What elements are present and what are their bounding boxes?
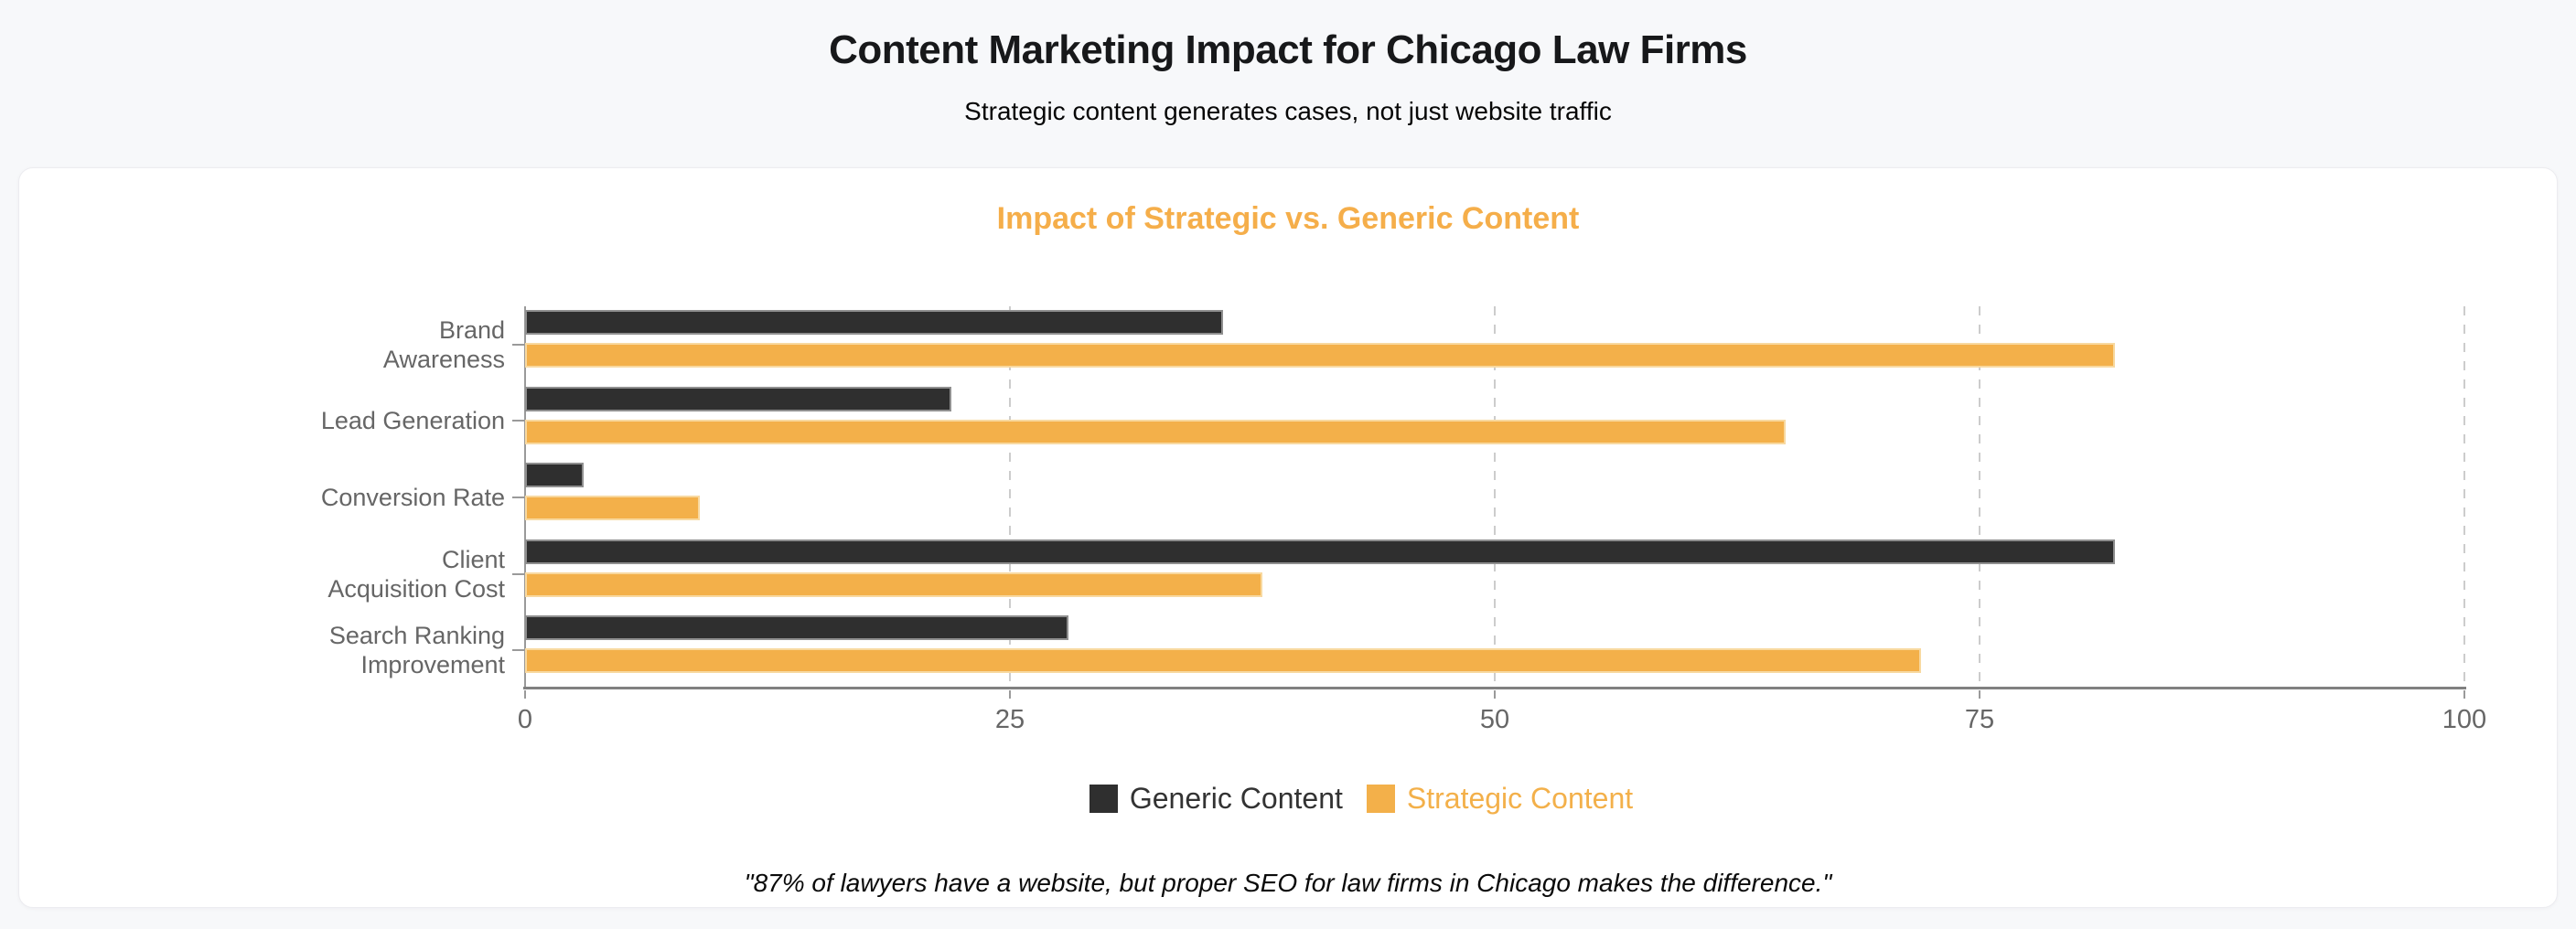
bar-generic-content-search-ranking-improvement[interactable] [525,615,1068,641]
category-tick-client-acquisition-cost [512,572,525,575]
page-subtitle: Strategic content generates cases, not j… [964,97,1612,125]
category-tick-conversion-rate [512,497,525,498]
legend-item-strategic-content[interactable]: Strategic Content [1366,782,1634,816]
bar-strategic-content-lead-generation[interactable] [525,419,1786,444]
x-tick-label-25: 25 [994,705,1025,734]
chart-canvas: 0 25 50 75 100 Brand Awareness Lead Generation… [19,288,2557,738]
x-tick-mark-75 [1979,690,1980,699]
plot-area [525,306,2465,689]
category-label-client-acquisition-cost: Client Acquisition Cost [327,545,505,603]
x-tick-label-0: 0 [517,705,533,734]
chart-legend: Generic Content Strategic Content [92,782,2576,816]
category-label-brand-awareness: Brand Awareness [382,315,505,373]
x-tick-mark-25 [1009,690,1011,699]
legend-label-strategic-content: Strategic Content [1406,782,1634,815]
category-tick-lead-generation [512,420,525,422]
category-tick-search-ranking-improvement [512,649,525,652]
x-tick-label-50: 50 [1479,705,1510,734]
bar-generic-content-conversion-rate[interactable] [525,463,584,488]
bar-strategic-content-client-acquisition-cost[interactable] [525,571,1262,597]
category-label-search-ranking-improvement: Search Ranking Improvement [328,622,505,679]
bar-strategic-content-brand-awareness[interactable] [525,343,2116,368]
legend-item-generic-content[interactable]: Generic Content [1089,782,1343,816]
x-tick-label-100: 100 [2442,705,2487,734]
x-tick-mark-50 [1494,690,1496,699]
page-header: Content Marketing Impact for Chicago Law… [0,27,2576,126]
footer-quote: "87% of lawyers have a website, but prop… [744,869,1832,897]
bar-generic-content-lead-generation[interactable] [525,386,952,411]
gridline-25 [1009,306,1011,689]
bar-generic-content-client-acquisition-cost[interactable] [525,539,2116,564]
category-label-lead-generation: Lead Generation [320,407,505,435]
chart-title: Impact of Strategic vs. Generic Content [996,201,1580,236]
gridline-100 [2463,306,2465,689]
category-tick-brand-awareness [512,343,525,346]
x-tick-mark-0 [524,690,526,699]
gridline-75 [1979,306,1980,689]
legend-label-generic-content: Generic Content [1129,782,1343,815]
bar-strategic-content-search-ranking-improvement[interactable] [525,648,1922,674]
chart-card: Impact of Strategic vs. Generic Content … [18,167,2558,908]
x-tick-mark-100 [2463,690,2465,699]
bar-strategic-content-conversion-rate[interactable] [525,496,700,521]
page-title: Content Marketing Impact for Chicago Law… [829,27,1747,72]
x-tick-label-75: 75 [1964,705,1995,734]
legend-swatch-strategic-content [1366,785,1395,813]
gridline-50 [1494,306,1496,689]
legend-swatch-generic-content [1089,785,1118,813]
bar-generic-content-brand-awareness[interactable] [525,310,1224,335]
category-label-conversion-rate: Conversion Rate [320,484,505,511]
